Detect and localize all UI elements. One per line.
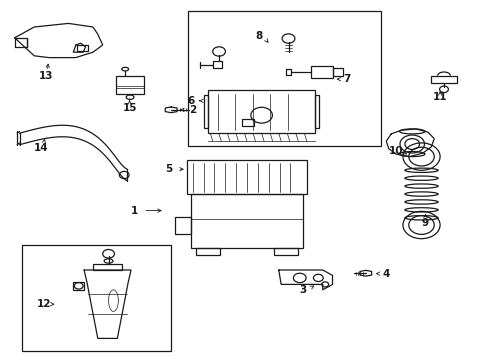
Text: 5: 5 (165, 164, 172, 174)
Text: 6: 6 (187, 96, 194, 106)
Text: 13: 13 (39, 71, 54, 81)
Bar (73, 282, 84, 290)
Text: 7: 7 (343, 74, 350, 84)
Text: 8: 8 (255, 31, 262, 41)
Bar (77, 45, 88, 51)
Text: 9: 9 (421, 218, 428, 228)
Bar (203, 95, 207, 128)
Bar (22, 245, 171, 351)
Bar (310, 66, 332, 78)
Bar (175, 217, 190, 234)
Text: 15: 15 (122, 103, 137, 113)
Bar (116, 76, 144, 94)
Bar (186, 160, 306, 194)
Bar (273, 248, 298, 255)
Text: 4: 4 (382, 269, 389, 279)
Bar (332, 68, 343, 76)
Bar (242, 119, 254, 126)
Bar (188, 11, 381, 146)
Text: 11: 11 (432, 92, 447, 102)
Bar (207, 90, 315, 133)
Text: 10: 10 (388, 146, 403, 156)
Text: 3: 3 (299, 285, 306, 295)
Text: 1: 1 (131, 206, 138, 216)
Text: 2: 2 (189, 105, 196, 115)
Bar (195, 248, 220, 255)
Text: 12: 12 (37, 299, 51, 309)
Bar (190, 194, 303, 248)
Bar (93, 264, 122, 270)
Bar (430, 76, 456, 83)
Text: 14: 14 (34, 143, 49, 153)
Bar (315, 95, 319, 128)
